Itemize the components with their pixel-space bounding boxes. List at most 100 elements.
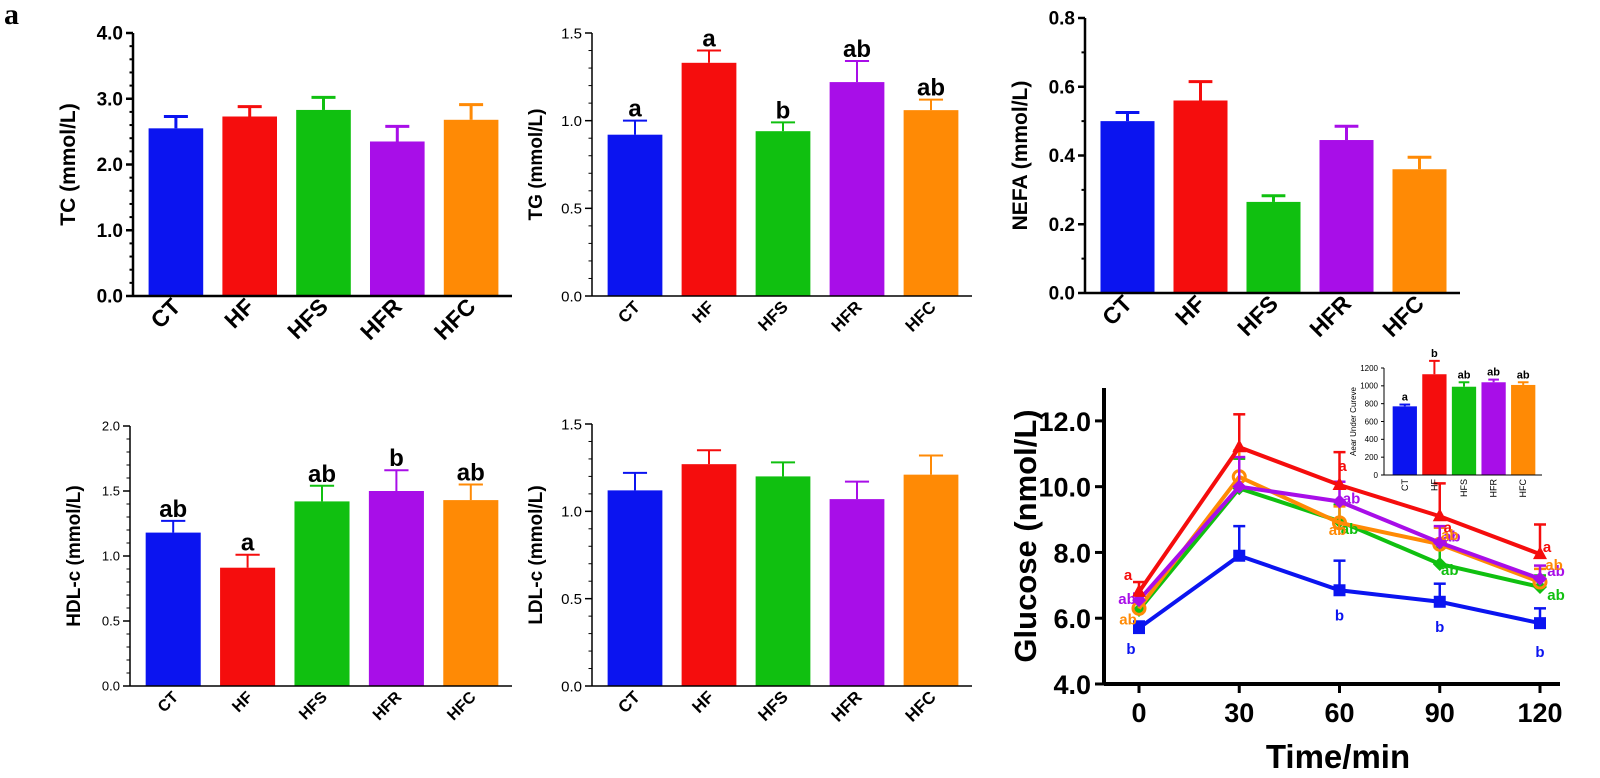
tg-y-axis-title: TG (mmol/L) xyxy=(526,109,547,221)
hdl-category-label-hfr: HFR xyxy=(370,688,406,724)
auc-bar-hfr xyxy=(1481,382,1506,475)
glucose-significance-label-hf: a xyxy=(1338,458,1347,475)
glucose-point-hfr xyxy=(1332,494,1347,509)
ldl-category-label-hfs: HFS xyxy=(754,687,791,724)
tg-bar-hfr xyxy=(829,82,885,297)
glucose-significance-label-hf: a xyxy=(1444,519,1453,536)
hdl-category-label-hf: HF xyxy=(229,689,256,716)
auc-significance-label: a xyxy=(1402,392,1409,404)
tc-category-label-hfc: HFC xyxy=(429,293,481,345)
auc-bar-hfc xyxy=(1511,384,1536,475)
tg-y-tick-label: 0.0 xyxy=(561,288,582,305)
ldl-bar-chart: 0.0 0.5 1.0 1.5 CT HF HFS HFR HFC LDL-c (mmol/L) xyxy=(526,416,972,726)
tg-significance-label: a xyxy=(628,96,642,123)
glucose-x-tick-label: 0 xyxy=(1131,698,1146,728)
nefa-y-tick-label: 0.6 xyxy=(1049,77,1075,98)
ldl-y-tick-label: 1.5 xyxy=(561,416,582,433)
nefa-category-label-hfs: HFS xyxy=(1232,290,1283,341)
nefa-y-axis-title: NEFA (mmol/L) xyxy=(1009,81,1032,231)
glucose-point-ct xyxy=(1433,595,1446,608)
auc-y-tick-label: 1000 xyxy=(1360,382,1378,391)
glucose-y-tick-label: 12.0 xyxy=(1038,407,1091,437)
glucose-point-hf xyxy=(1132,583,1146,597)
hdl-bar-hfc xyxy=(443,500,499,686)
hdl-significance-label: a xyxy=(241,530,255,557)
hdl-category-label-hfs: HFS xyxy=(296,689,331,724)
glucose-y-tick-label: 4.0 xyxy=(1053,670,1091,700)
nefa-y-tick-label: 0.8 xyxy=(1049,9,1075,30)
tg-bar-hf xyxy=(681,62,737,296)
glucose-significance-label-ct: b xyxy=(1126,641,1135,658)
auc-y-tick-label: 600 xyxy=(1365,417,1379,426)
ldl-y-tick-label: 0.0 xyxy=(561,678,582,695)
glucose-x-tick-label: 90 xyxy=(1425,698,1455,728)
glucose-point-hf xyxy=(1432,508,1447,522)
nefa-category-label-ct: CT xyxy=(1097,290,1137,330)
hdl-significance-label: ab xyxy=(457,460,485,487)
auc-significance-label: b xyxy=(1431,348,1438,360)
tc-bar-hfc xyxy=(443,119,499,296)
glucose-point-ct xyxy=(1133,622,1145,635)
tc-bar-hfr xyxy=(369,141,425,296)
glucose-point-hfr xyxy=(1533,571,1547,586)
glucose-point-hfs xyxy=(1432,556,1447,571)
nefa-category-label-hfc: HFC xyxy=(1377,290,1429,342)
glucose-significance-label-hfs: ab xyxy=(1341,521,1359,538)
glucose-significance-label-ct: b xyxy=(1335,607,1344,624)
hdl-bar-hf xyxy=(220,567,276,686)
auc-bar-ct xyxy=(1392,406,1417,475)
hdl-significance-label: ab xyxy=(159,496,187,523)
tc-category-label-hfr: HFR xyxy=(355,293,407,345)
glucose-point-hf xyxy=(1332,477,1347,491)
tc-y-tick-label: 2.0 xyxy=(97,155,123,176)
hdl-bar-chart: ab a ab b ab 0.0 0.5 1.0 1.5 2.0 CT HF HFS HFR HFC HDL-… xyxy=(64,419,512,724)
glucose-significance-label-ct: b xyxy=(1535,644,1544,661)
glucose-x-tick-label: 60 xyxy=(1324,698,1354,728)
tc-bar-hfs xyxy=(296,109,351,297)
auc-bar-hfs xyxy=(1451,386,1477,475)
auc-y-tick-label: 800 xyxy=(1365,399,1379,408)
nefa-y-tick-label: 0.4 xyxy=(1049,146,1076,167)
hdl-y-tick-label: 2.0 xyxy=(102,419,120,434)
auc-y-axis-title: Aear Under Cureve xyxy=(1349,386,1358,455)
hdl-y-tick-label: 0.5 xyxy=(102,614,120,629)
glucose-significance-label-hfc: ab xyxy=(1441,527,1459,544)
tc-category-label-ct: CT xyxy=(145,293,185,333)
auc-category-label-ct: CT xyxy=(1400,479,1410,491)
tg-significance-label: ab xyxy=(843,36,871,63)
tg-bar-ct xyxy=(607,134,663,296)
glucose-y-axis-title: Glucose (nmol/L) xyxy=(1008,409,1043,662)
nefa-bar-ct xyxy=(1100,121,1155,293)
ldl-y-tick-label: 0.5 xyxy=(561,591,582,608)
auc-category-label-hfc: HFC xyxy=(1518,479,1528,498)
glucose-point-hfc xyxy=(1332,515,1347,531)
tc-bar-ct xyxy=(148,128,204,296)
tg-y-tick-label: 0.5 xyxy=(561,201,582,218)
tg-significance-label: b xyxy=(776,97,791,124)
tc-y-axis-title: TC (mmol/L) xyxy=(57,103,80,225)
glucose-x-axis-title: Time/min xyxy=(1266,738,1410,775)
nefa-bar-hf xyxy=(1173,100,1228,293)
glucose-point-hfr xyxy=(1232,479,1247,494)
auc-y-tick-label: 1200 xyxy=(1360,364,1378,373)
nefa-bar-hfr xyxy=(1319,140,1374,293)
ldl-bar-hfs xyxy=(755,476,811,686)
glucose-x-tick-label: 120 xyxy=(1517,698,1562,728)
glucose-point-ct xyxy=(1333,584,1346,597)
nefa-y-tick-label: 0.0 xyxy=(1049,284,1075,305)
hdl-category-label-hfc: HFC xyxy=(444,688,480,724)
tg-category-label-hfc: HFC xyxy=(902,297,940,335)
glucose-significance-label-hfr: ab xyxy=(1547,563,1565,580)
glucose-significance-label-hfr: ab xyxy=(1343,490,1361,507)
ldl-category-label-hfr: HFR xyxy=(828,687,866,725)
auc-category-label-hfr: HFR xyxy=(1489,479,1499,498)
tc-y-tick-label: 0.0 xyxy=(97,287,123,308)
hdl-bar-hfs xyxy=(294,501,350,686)
tg-significance-label: ab xyxy=(917,75,945,102)
tc-category-label-hf: HF xyxy=(219,293,259,333)
ldl-bar-hfc xyxy=(903,474,959,686)
tg-category-label-hfs: HFS xyxy=(754,297,791,334)
